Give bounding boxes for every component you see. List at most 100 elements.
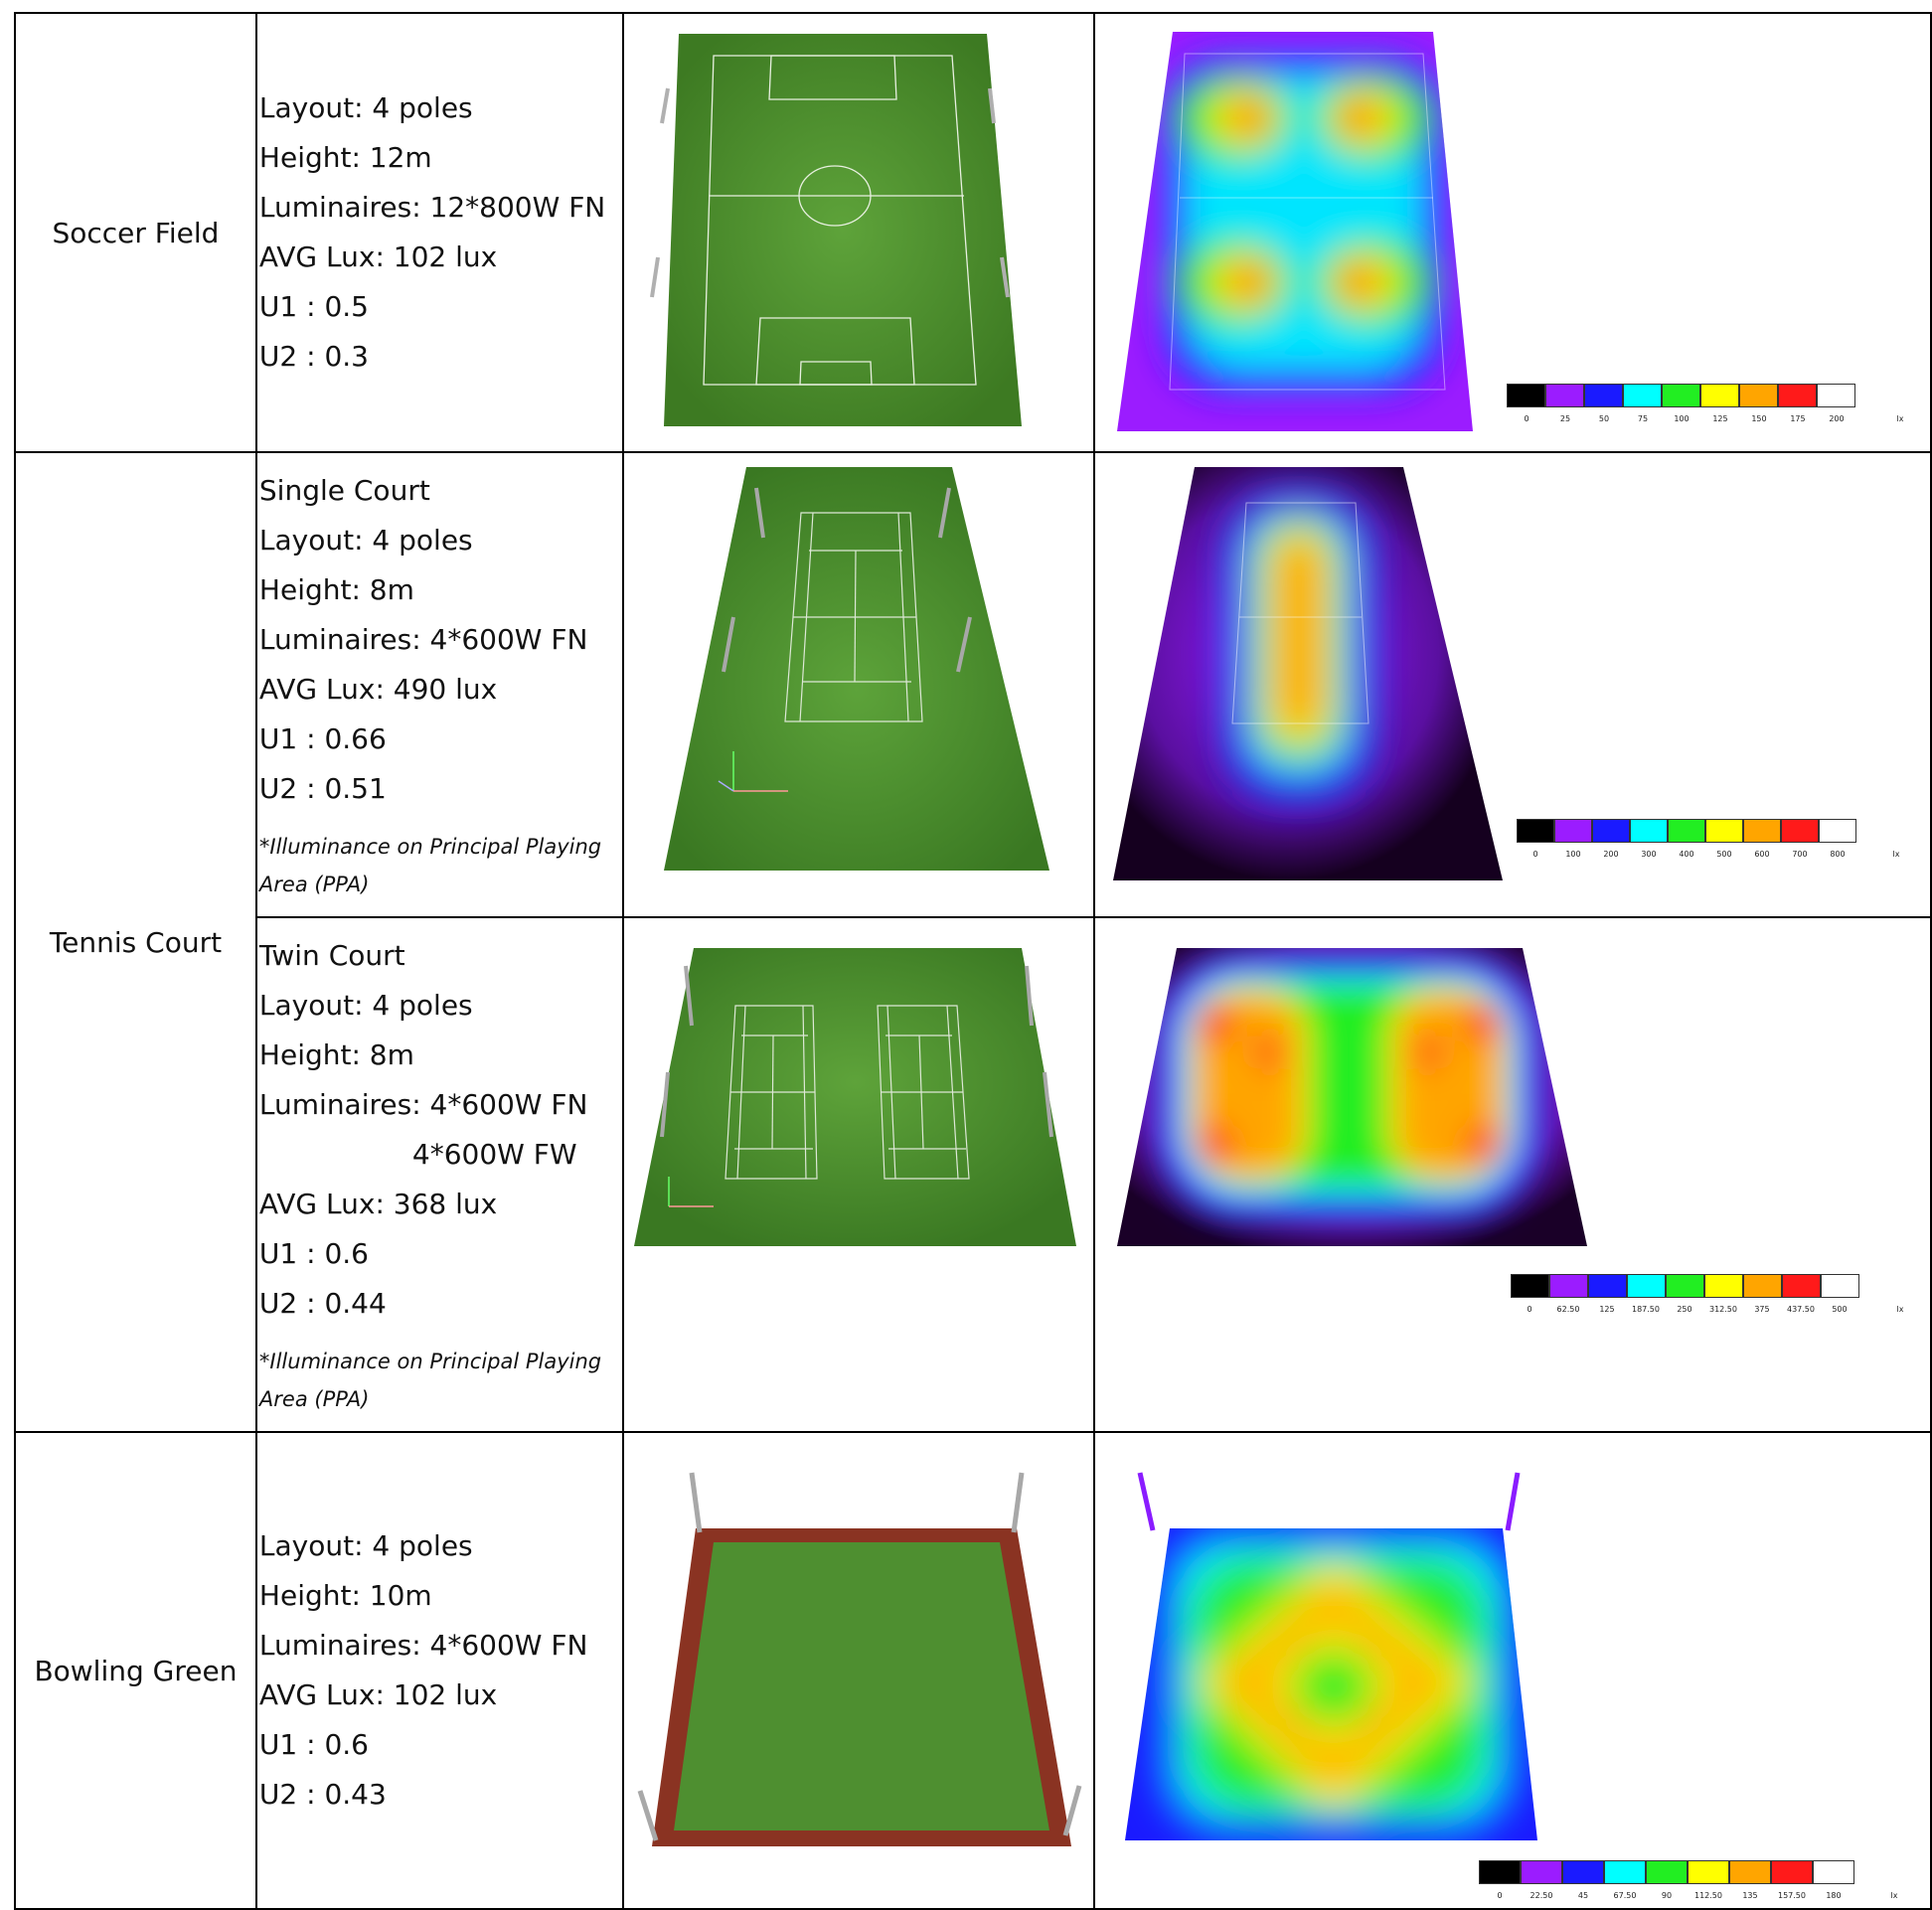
heatmap-cell: 0 100 200 300 400 500 600 700 800 lx (1092, 451, 1932, 918)
lux-legend-ticks: 0 100 200 300 400 500 600 700 800 lx (1532, 850, 1900, 859)
spec-line: 4*600W FW (411, 1138, 577, 1171)
legend-swatch (1603, 1860, 1646, 1884)
lux-color-legend (1516, 819, 1856, 843)
spec-line: U1 : 0.5 (258, 290, 369, 323)
spec-line: U2 : 0.43 (258, 1778, 387, 1811)
spec-line: Layout: 4 poles (258, 524, 473, 557)
legend-swatch (1742, 1274, 1782, 1298)
venue-name: Tennis Court (14, 451, 257, 1433)
spec-line: Luminaires: 4*600W FN (258, 623, 588, 656)
spec-line: Height: 8m (258, 1038, 414, 1071)
legend-swatch (1520, 1860, 1562, 1884)
legend-swatch (1780, 819, 1819, 843)
legend-swatch (1583, 384, 1623, 407)
heatmap-cell: 0 62.50 125 187.50 250 312.50 375 437.50 500 lx (1092, 916, 1932, 1433)
spec-line: U1 : 0.66 (258, 722, 387, 755)
spec-line: Height: 12m (258, 141, 432, 174)
spec-line: AVG Lux: 102 lux (258, 240, 498, 273)
spec-line: Layout: 4 poles (258, 989, 473, 1022)
lux-color-legend (1506, 384, 1855, 407)
legend-swatch (1591, 819, 1630, 843)
table-row: Twin Court Layout: 4 poles Height: 8m Lu… (15, 916, 1932, 1433)
legend-swatch (1738, 384, 1778, 407)
spec-line: U2 : 0.44 (258, 1287, 387, 1320)
legend-swatch (1818, 819, 1856, 843)
spec-line: AVG Lux: 102 lux (258, 1678, 498, 1711)
legend-swatch (1516, 819, 1554, 843)
lux-legend-ticks: 0 25 50 75 100 125 150 175 200 lx (1524, 414, 1904, 423)
lux-color-legend (1478, 1860, 1854, 1884)
spec-line: Layout: 4 poles (258, 91, 473, 124)
render-image-cell (621, 12, 1095, 453)
legend-swatch (1687, 1860, 1729, 1884)
tennis-twin-render-image (633, 948, 1076, 1246)
soccer-render-image (650, 34, 1022, 426)
lux-legend-ticks: 0 22.50 45 67.50 90 112.50 135 157.50 180 lx (1497, 1891, 1898, 1900)
spec-line: Luminaires: 4*600W FN (258, 1088, 588, 1121)
bowling-heatmap-image (1124, 1472, 1537, 1840)
tennis-twin-heatmap-image (1116, 948, 1587, 1246)
legend-swatch (1661, 384, 1700, 407)
tennis-single-render-image (663, 467, 1049, 871)
legend-swatch (1553, 819, 1592, 843)
legend-swatch (1820, 1274, 1859, 1298)
venue-name: Bowling Green (14, 1431, 257, 1910)
spec-line: Luminaires: 4*600W FN (258, 1629, 588, 1662)
spec-line: AVG Lux: 368 lux (258, 1188, 498, 1220)
legend-swatch (1587, 1274, 1627, 1298)
spec-line: AVG Lux: 490 lux (258, 673, 498, 706)
legend-swatch (1816, 384, 1855, 407)
legend-swatch (1728, 1860, 1771, 1884)
spec-cell: Layout: 4 poles Height: 10m Luminaires: … (254, 1431, 624, 1910)
lighting-spec-table: Soccer Field Layout: 4 poles Height: 12m… (14, 12, 1932, 1910)
table-row: Soccer Field Layout: 4 poles Height: 12m… (14, 12, 1932, 453)
legend-swatch (1742, 819, 1781, 843)
venue-name: Soccer Field (14, 12, 257, 453)
render-image-cell (621, 1431, 1095, 1910)
spec-cell: Twin Court Layout: 4 poles Height: 8m Lu… (254, 916, 624, 1433)
legend-swatch (1781, 1274, 1821, 1298)
legend-swatch (1812, 1860, 1854, 1884)
legend-swatch (1699, 384, 1739, 407)
tennis-single-heatmap-image (1112, 467, 1503, 880)
bowling-render-image (637, 1472, 1082, 1846)
legend-swatch (1548, 1274, 1588, 1298)
spec-line: U2 : 0.51 (258, 772, 387, 805)
lux-color-legend (1510, 1274, 1859, 1298)
legend-swatch (1561, 1860, 1604, 1884)
legend-swatch (1645, 1860, 1688, 1884)
spec-line: Height: 10m (258, 1579, 432, 1612)
legend-swatch (1703, 1274, 1743, 1298)
spec-line: Height: 8m (258, 573, 414, 606)
spec-line: Luminaires: 12*800W FN (258, 191, 606, 224)
heatmap-cell: 0 25 50 75 100 125 150 175 200 lx (1092, 12, 1932, 453)
legend-swatch (1622, 384, 1662, 407)
ppa-note: *Illuminance on Principal Playing Area (… (258, 835, 602, 896)
lux-legend-ticks: 0 62.50 125 187.50 250 312.50 375 437.50 500 lx (1527, 1305, 1904, 1314)
spec-line: Twin Court (258, 939, 405, 972)
soccer-heatmap-image (1116, 32, 1473, 431)
legend-swatch (1544, 384, 1584, 407)
heatmap-cell: 0 22.50 45 67.50 90 112.50 135 157.50 180 lx (1092, 1431, 1932, 1910)
render-image-cell (621, 451, 1095, 918)
spec-cell: Single Court Layout: 4 poles Height: 8m … (254, 451, 624, 918)
spec-line: Single Court (258, 474, 430, 507)
render-image-cell (621, 916, 1095, 1433)
legend-swatch (1704, 819, 1743, 843)
spec-line: U1 : 0.6 (258, 1237, 369, 1270)
spec-cell: Layout: 4 poles Height: 12m Luminaires: … (254, 12, 624, 453)
legend-swatch (1626, 1274, 1666, 1298)
legend-swatch (1478, 1860, 1521, 1884)
legend-swatch (1510, 1274, 1549, 1298)
spec-line: U1 : 0.6 (258, 1728, 369, 1761)
spec-line: U2 : 0.3 (258, 340, 369, 373)
legend-swatch (1667, 819, 1705, 843)
ppa-note: *Illuminance on Principal Playing Area (… (258, 1350, 602, 1411)
table-row: Bowling Green Layout: 4 poles Height: 10… (14, 1431, 1932, 1910)
legend-swatch (1665, 1274, 1704, 1298)
legend-swatch (1777, 384, 1817, 407)
legend-swatch (1506, 384, 1545, 407)
legend-swatch (1770, 1860, 1813, 1884)
spec-line: Layout: 4 poles (258, 1529, 473, 1562)
table-row: Tennis Court Single Court Layout: 4 pole… (14, 451, 1932, 1433)
